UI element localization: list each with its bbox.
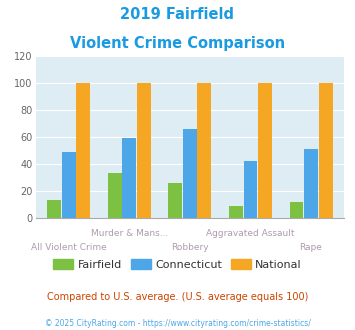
- Bar: [183, 129, 197, 218]
- Bar: [47, 200, 61, 218]
- Text: All Violent Crime: All Violent Crime: [31, 243, 107, 252]
- Text: Violent Crime Comparison: Violent Crime Comparison: [70, 36, 285, 51]
- Bar: [168, 183, 182, 218]
- Bar: [122, 138, 136, 218]
- Text: Robbery: Robbery: [171, 243, 209, 252]
- Text: Murder & Mans...: Murder & Mans...: [91, 229, 168, 238]
- Text: Aggravated Assault: Aggravated Assault: [206, 229, 295, 238]
- Bar: [304, 149, 318, 218]
- Text: Rape: Rape: [300, 243, 322, 252]
- Bar: [62, 152, 76, 218]
- Text: 2019 Fairfield: 2019 Fairfield: [120, 7, 235, 21]
- Bar: [197, 83, 212, 218]
- Legend: Fairfield, Connecticut, National: Fairfield, Connecticut, National: [49, 255, 306, 274]
- Bar: [290, 202, 304, 218]
- Bar: [244, 161, 257, 218]
- Text: © 2025 CityRating.com - https://www.cityrating.com/crime-statistics/: © 2025 CityRating.com - https://www.city…: [45, 319, 310, 328]
- Bar: [108, 173, 122, 218]
- Bar: [229, 206, 243, 218]
- Bar: [319, 83, 333, 218]
- Bar: [76, 83, 90, 218]
- Text: Compared to U.S. average. (U.S. average equals 100): Compared to U.S. average. (U.S. average …: [47, 292, 308, 302]
- Bar: [258, 83, 272, 218]
- Bar: [137, 83, 151, 218]
